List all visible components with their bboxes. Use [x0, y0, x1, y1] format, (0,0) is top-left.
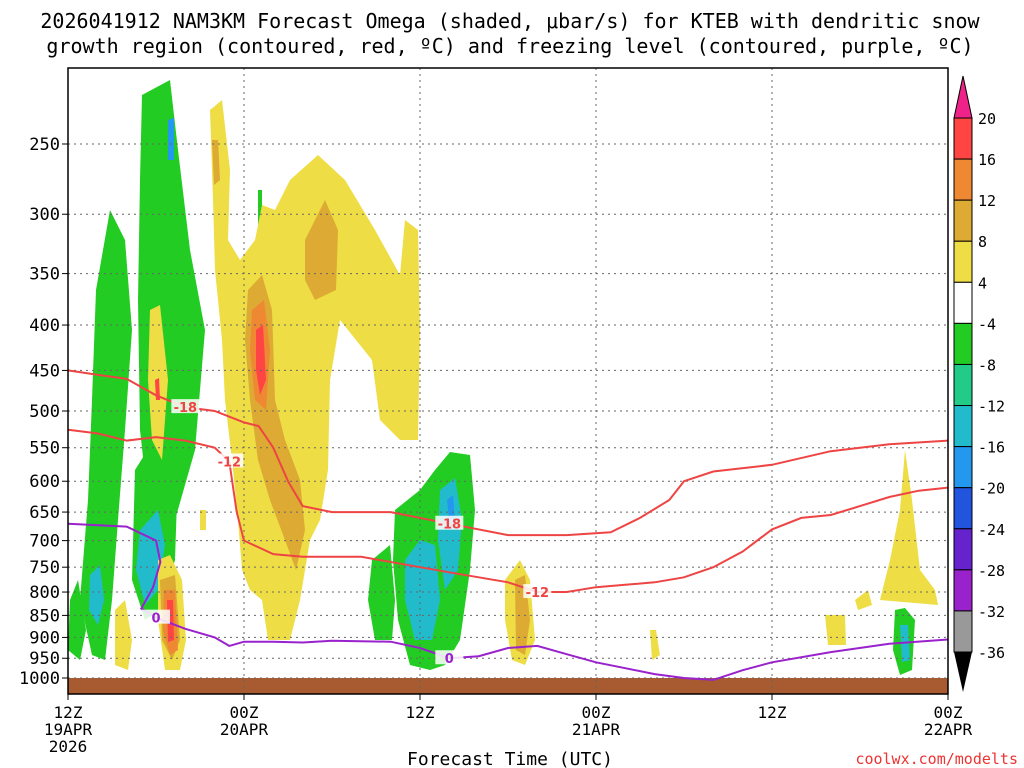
- contour-label-bg: [435, 515, 464, 530]
- omega-region-positive: [825, 615, 846, 645]
- colorbar-tick-label: 16: [978, 151, 996, 169]
- omega-region-strong-negative: [168, 118, 174, 160]
- omega-region-positive: [880, 450, 938, 605]
- contour-label-bg: [171, 399, 200, 414]
- y-tick-label: 700: [29, 532, 60, 552]
- colorbar-tick-label: -4: [978, 315, 996, 333]
- colorbar-tick-label: 8: [978, 233, 987, 251]
- colorbar-swatch: [953, 199, 973, 242]
- x-tick-label: 2026: [49, 737, 88, 756]
- omega-region-positive-moderate: [305, 200, 338, 300]
- omega-region-strong-negative: [405, 540, 440, 640]
- colorbar-tick-label: -28: [978, 562, 1005, 580]
- chart-title-line-1: 2026041912 NAM3KM Forecast Omega (shaded…: [40, 9, 980, 33]
- colorbar-top-arrow: [953, 75, 973, 119]
- colorbar-swatch: [953, 528, 973, 571]
- omega-region-strong-negative: [438, 478, 462, 590]
- x-tick-label: 19APR: [44, 720, 93, 739]
- colorbar-tick-label: 4: [978, 274, 987, 292]
- colorbar-bottom-arrow: [954, 652, 972, 692]
- colorbar-swatch: [953, 405, 973, 448]
- x-tick-label: 00Z: [934, 703, 963, 722]
- contour-label-bg: [215, 453, 244, 468]
- y-tick-label: 850: [29, 606, 60, 626]
- colorbar-tick-label: -36: [978, 644, 1005, 662]
- contour-line: [67, 522, 949, 681]
- contour-label: -12: [218, 455, 242, 470]
- colorbar-tick-label: -20: [978, 480, 1005, 498]
- omega-region-positive: [115, 600, 132, 670]
- colorbar-tick-label: -8: [978, 356, 996, 374]
- x-tick-label: 12Z: [406, 703, 435, 722]
- y-tick-label: 450: [29, 361, 60, 381]
- omega-region-positive: [650, 630, 660, 660]
- colorbar-swatch: [953, 363, 973, 407]
- y-tick-label: 800: [29, 583, 60, 603]
- y-tick-label: 250: [29, 135, 60, 155]
- y-tick-label: 950: [29, 649, 60, 669]
- colorbar-swatch: [953, 487, 973, 530]
- contour-label: 0: [151, 612, 160, 627]
- omega-shading: [68, 80, 938, 675]
- y-tick-label: 650: [29, 503, 60, 523]
- x-axis-label: Forecast Time (UTC): [407, 749, 613, 768]
- colorbar-tick-label: -32: [978, 603, 1005, 621]
- colorbar-swatch: [953, 446, 973, 489]
- omega-region-negative: [68, 580, 86, 660]
- colorbar-swatch: [953, 240, 973, 283]
- plot-frame: [67, 67, 949, 695]
- contour-line: [67, 428, 949, 593]
- y-tick-label: 400: [29, 316, 60, 336]
- x-tick-label: 00Z: [582, 703, 611, 722]
- colorbar-tick-label: -16: [978, 439, 1005, 457]
- chart-title-line-2: growth region (contoured, red, ºC) and f…: [46, 34, 973, 58]
- x-tick-label: 12Z: [758, 703, 787, 722]
- colorbar-tick-label: 20: [978, 110, 996, 128]
- colorbar-tick-label: -24: [978, 521, 1005, 539]
- y-tick-label: 500: [29, 402, 60, 422]
- contour-label-bg: [142, 609, 170, 624]
- omega-region-positive: [200, 510, 206, 530]
- y-tick-label: 350: [29, 265, 60, 285]
- contour-label-bg: [523, 584, 552, 599]
- terrain-band: [68, 678, 948, 694]
- y-tick-label: 300: [29, 205, 60, 225]
- omega-region-strong-negative: [89, 565, 104, 625]
- contour-label-bg: [435, 650, 464, 665]
- omega-region-positive: [855, 590, 872, 610]
- x-tick-label: 22APR: [924, 720, 973, 739]
- x-tick-label: 20APR: [220, 720, 269, 739]
- colorbar-swatch: [953, 117, 973, 160]
- y-tick-label: 600: [29, 472, 60, 492]
- colorbar-swatch: [953, 322, 973, 365]
- x-tick-label: 00Z: [230, 703, 259, 722]
- colorbar-swatch: [953, 158, 973, 201]
- contour-label: 0: [445, 652, 454, 667]
- colorbar-swatch: [953, 610, 973, 653]
- y-tick-label: 900: [29, 628, 60, 648]
- colorbar-tick-label: 12: [978, 192, 996, 210]
- omega-region-positive-moderate: [212, 140, 220, 185]
- colorbar-swatch: [953, 569, 973, 612]
- contour-label: -18: [438, 518, 462, 533]
- y-tick-label: 550: [29, 439, 60, 459]
- contour-label: -18: [174, 401, 198, 416]
- contour-lines: -18 -18 -12 -12 0 0: [67, 369, 949, 681]
- y-tick-label: 750: [29, 558, 60, 578]
- x-tick-label: 12Z: [54, 703, 83, 722]
- y-axis: 2503003504004505005506006507007508008509…: [19, 135, 68, 689]
- colorbar: 20 16 12 8 4 -4 -8 -12 -16 -20 -24 -28 -32 -36: [953, 75, 1005, 692]
- contour-label: -12: [526, 586, 550, 601]
- omega-region-positive-strong: [256, 325, 266, 395]
- colorbar-swatch: [953, 281, 973, 324]
- y-tick-label: 1000: [19, 669, 60, 689]
- colorbar-tick-label: -12: [978, 398, 1005, 416]
- watermark: coolwx.com/modelts: [855, 750, 1018, 768]
- x-tick-label: 21APR: [572, 720, 621, 739]
